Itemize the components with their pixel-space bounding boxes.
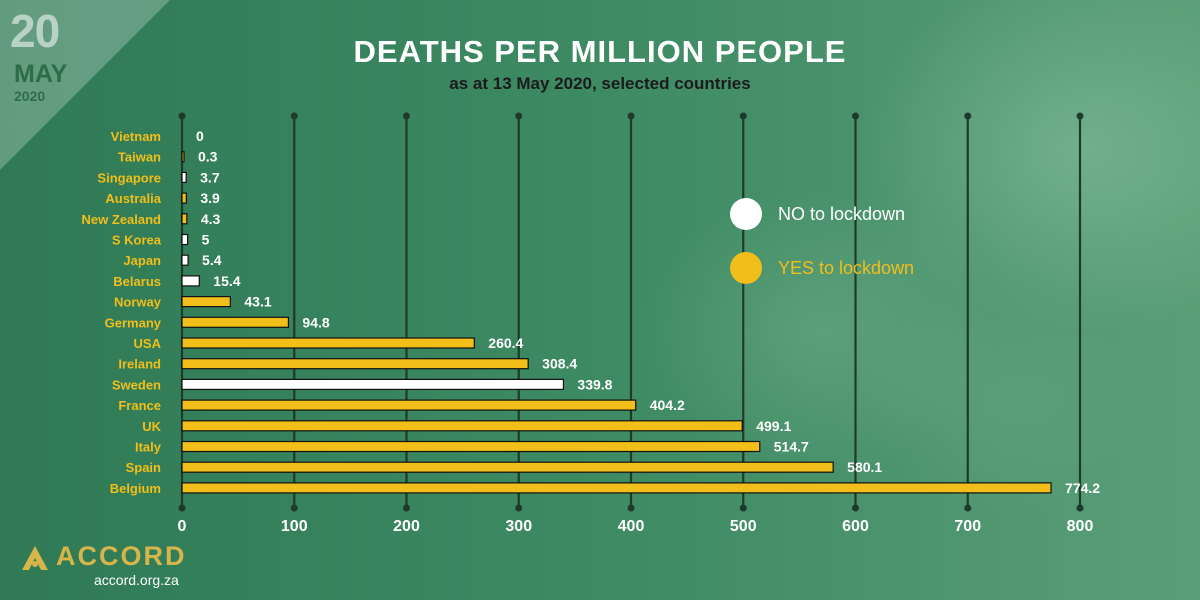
gridline-cap xyxy=(403,112,410,120)
category-label: Vietnam xyxy=(111,129,161,144)
x-tick-label: 200 xyxy=(393,518,420,535)
x-tick-label: 0 xyxy=(178,518,187,535)
x-tick-label: 300 xyxy=(505,518,532,535)
accord-logo-text: ACCORD xyxy=(56,541,187,571)
x-tick-label: 100 xyxy=(281,518,308,535)
category-label: Ireland xyxy=(118,357,161,372)
accord-url: accord.org.za xyxy=(94,572,179,588)
bar-belgium xyxy=(181,482,1052,494)
value-label: 404.2 xyxy=(650,397,685,413)
legend-item-yes: YES to lockdown xyxy=(730,252,914,284)
date-year: 2020 xyxy=(14,88,46,104)
value-label: 3.7 xyxy=(200,169,220,185)
chart-title: DEATHS PER MILLION PEOPLE xyxy=(353,34,847,69)
gridline-cap xyxy=(627,112,635,120)
bar-taiwan xyxy=(181,151,185,163)
legend-label-no: NO to lockdown xyxy=(778,203,906,224)
category-label: Belgium xyxy=(110,481,161,496)
legend-dot-no xyxy=(730,198,762,230)
bar-sweden xyxy=(181,378,565,390)
x-tick-label: 600 xyxy=(842,518,869,535)
category-label: USA xyxy=(134,336,162,351)
gridline-cap xyxy=(178,112,186,120)
bar-uk xyxy=(181,420,743,432)
value-label: 5 xyxy=(202,232,210,248)
bar-ireland xyxy=(181,358,529,370)
category-label: Taiwan xyxy=(118,150,161,165)
value-label: 15.4 xyxy=(213,273,240,289)
gridline-cap xyxy=(290,112,298,120)
value-label: 94.8 xyxy=(302,314,329,330)
value-label: 339.8 xyxy=(577,376,612,392)
value-label: 308.4 xyxy=(542,356,577,372)
accord-logo-icon xyxy=(22,546,48,570)
legend-label-yes: YES to lockdown xyxy=(778,257,915,278)
bar-italy xyxy=(181,440,761,453)
gridline-cap xyxy=(852,504,859,512)
bar-japan xyxy=(181,254,189,266)
category-label: Spain xyxy=(126,460,161,475)
category-label: New Zealand xyxy=(82,212,162,227)
bar-france xyxy=(181,399,637,411)
gridline-cap xyxy=(964,504,972,512)
value-label: 5.4 xyxy=(202,252,222,268)
gridline-cap xyxy=(290,504,298,512)
category-label: Belarus xyxy=(113,274,161,289)
category-label: Australia xyxy=(105,191,161,206)
gridline-cap xyxy=(178,504,186,512)
bar-s-korea xyxy=(181,233,189,246)
value-label: 4.3 xyxy=(201,211,221,227)
category-label: UK xyxy=(142,419,161,434)
value-label: 260.4 xyxy=(488,335,523,351)
gridline-cap xyxy=(964,112,972,120)
chart-subtitle: as at 13 May 2020, selected countries xyxy=(449,74,751,93)
x-tick-label: 400 xyxy=(618,518,645,535)
gridline-cap xyxy=(739,504,747,512)
value-label: 514.7 xyxy=(774,439,809,455)
bar-singapore xyxy=(181,171,187,183)
category-label: Norway xyxy=(114,295,162,310)
date-day: 20 xyxy=(10,5,60,57)
x-tick-label: 800 xyxy=(1067,518,1094,535)
gridline-cap xyxy=(403,504,410,512)
category-label: Germany xyxy=(105,315,162,330)
bar-australia xyxy=(181,192,187,204)
bar-usa xyxy=(181,337,475,349)
legend-item-no: NO to lockdown xyxy=(730,198,905,230)
legend-dot-yes xyxy=(730,252,762,284)
category-label: Sweden xyxy=(112,377,161,392)
value-label: 774.2 xyxy=(1065,480,1100,496)
value-label: 3.9 xyxy=(200,190,220,206)
value-label: 580.1 xyxy=(847,459,882,475)
category-label: Italy xyxy=(135,440,162,455)
category-label: Singapore xyxy=(97,170,161,185)
x-tick-label: 500 xyxy=(730,518,757,535)
bar-germany xyxy=(181,316,290,328)
value-label: 499.1 xyxy=(756,418,791,434)
gridline-cap xyxy=(515,504,523,512)
date-corner-banner xyxy=(0,0,170,170)
bar-norway xyxy=(181,296,231,308)
gridline-cap xyxy=(1076,112,1084,120)
gridline-cap xyxy=(739,112,747,120)
value-label: 0 xyxy=(196,128,204,144)
category-label: France xyxy=(118,398,161,413)
value-label: 43.1 xyxy=(244,294,271,310)
date-month: MAY xyxy=(14,60,68,88)
gridline-cap xyxy=(1076,504,1084,512)
x-tick-label: 700 xyxy=(954,518,981,535)
gridline-cap xyxy=(627,504,635,512)
bar-belarus xyxy=(181,275,200,287)
bar-new-zealand xyxy=(181,213,188,225)
category-label: S Korea xyxy=(112,233,162,248)
category-label: Japan xyxy=(123,253,161,268)
gridline-cap xyxy=(852,112,859,120)
gridline-cap xyxy=(515,112,523,120)
bar-spain xyxy=(181,461,834,473)
value-label: 0.3 xyxy=(198,149,218,165)
